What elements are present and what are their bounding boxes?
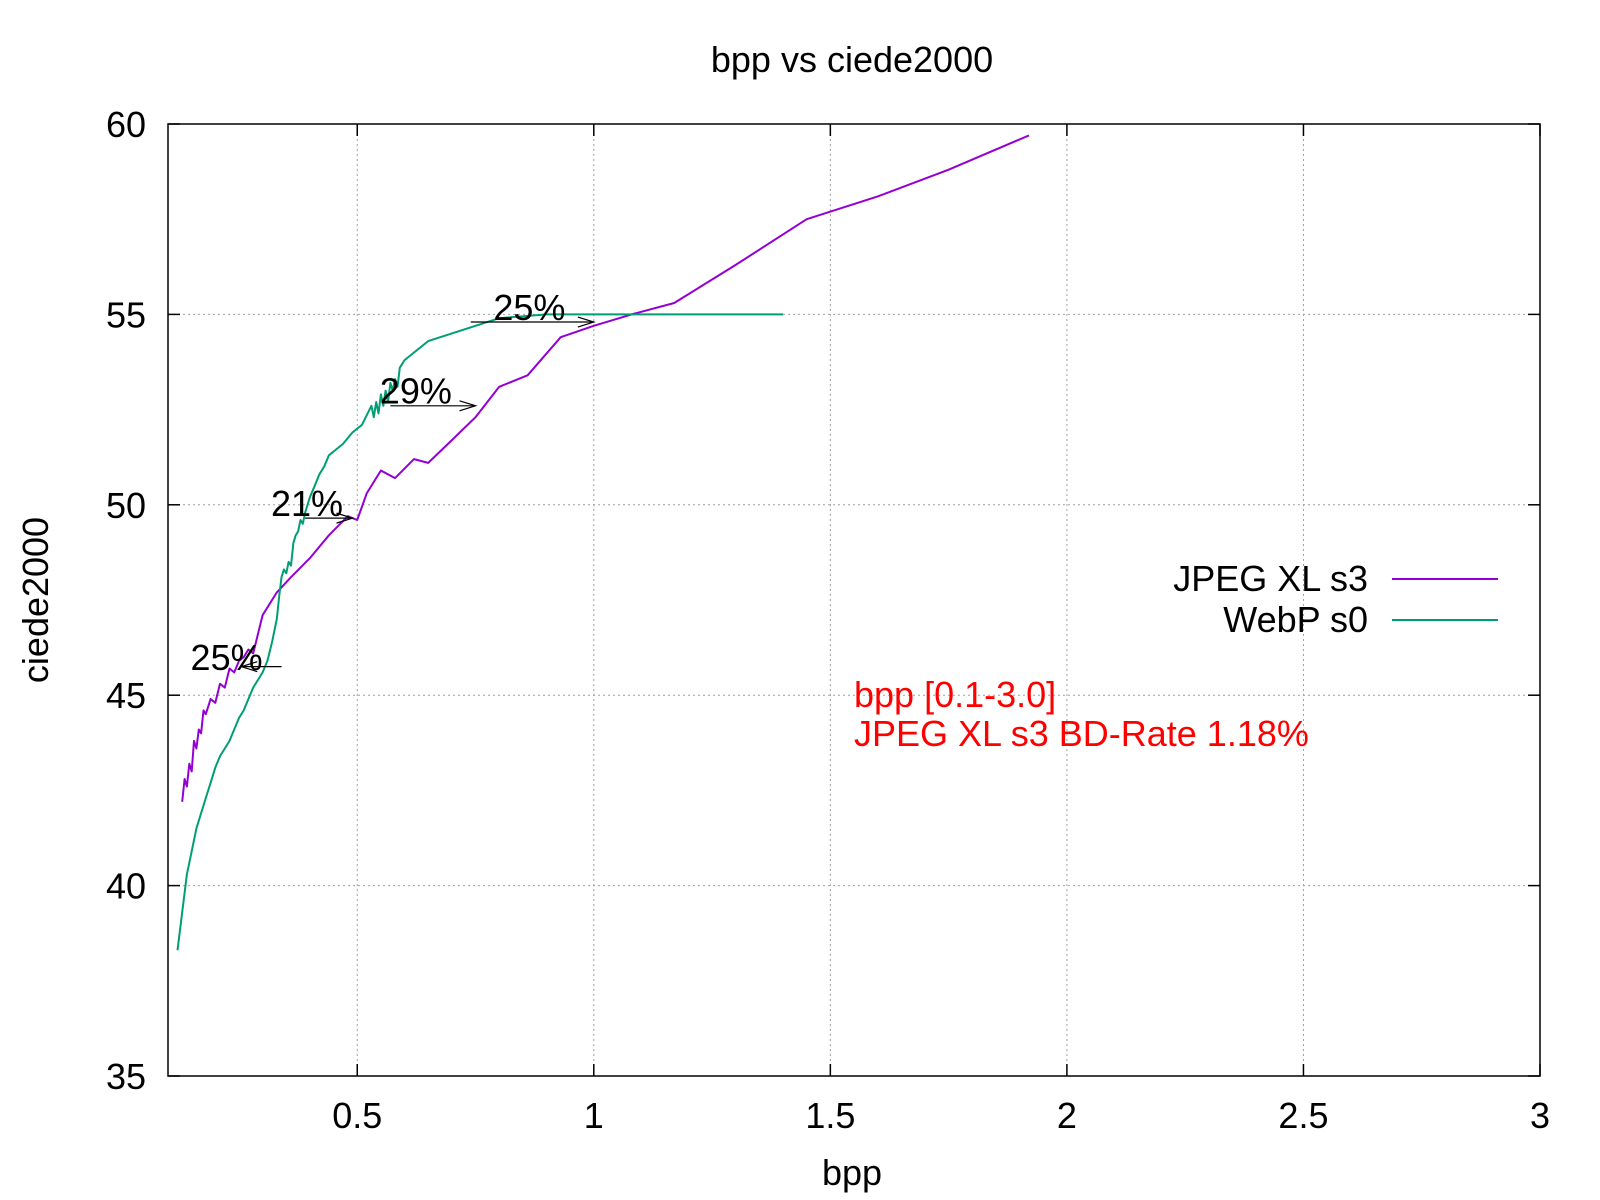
y-tick-labels: 35 40 45 50 55 60 xyxy=(106,104,146,1097)
y-tick-label: 35 xyxy=(106,1056,146,1097)
y-tick-label: 55 xyxy=(106,294,146,335)
annotation-arrowhead xyxy=(239,661,258,673)
x-axis-label: bpp xyxy=(822,1152,882,1193)
y-tick-label: 60 xyxy=(106,104,146,145)
annotation-label: 25% xyxy=(493,287,565,328)
series-line-webp-s0 xyxy=(176,313,783,951)
annotation-label: 21% xyxy=(271,483,343,524)
annotation-arrowhead xyxy=(336,512,355,524)
series-line-jpeg-xl-s3 xyxy=(181,134,1030,802)
legend-label: WebP s0 xyxy=(1223,599,1368,640)
x-tick-label: 0.5 xyxy=(332,1095,382,1136)
x-tick-label: 2 xyxy=(1057,1095,1077,1136)
series-layer xyxy=(176,134,1030,951)
y-axis-label: ciede2000 xyxy=(15,517,56,683)
x-tick-label: 1.5 xyxy=(805,1095,855,1136)
bd-rate-note: JPEG XL s3 BD-Rate 1.18% xyxy=(854,713,1309,754)
grid-lines xyxy=(168,124,1540,1076)
x-tick-label: 3 xyxy=(1530,1095,1550,1136)
y-tick-label: 45 xyxy=(106,675,146,716)
chart-title: bpp vs ciede2000 xyxy=(711,39,993,80)
annotation-arrowhead xyxy=(577,316,596,328)
x-tick-label: 1 xyxy=(584,1095,604,1136)
y-tick-label: 50 xyxy=(106,485,146,526)
annotation-layer: 25% 21% 29% 25% xyxy=(191,287,596,678)
plot-frame xyxy=(167,123,1541,1077)
x-tick-labels: 0.5 1 1.5 2 2.5 3 xyxy=(332,1095,1550,1136)
annotation-label: 25% xyxy=(191,637,263,678)
annotation-arrowhead xyxy=(459,400,478,412)
range-note: bpp [0.1-3.0] xyxy=(854,674,1056,715)
legend-label: JPEG XL s3 xyxy=(1173,558,1368,599)
y-tick-label: 40 xyxy=(106,866,146,907)
x-tick-label: 2.5 xyxy=(1278,1095,1328,1136)
annotation-label: 29% xyxy=(380,371,452,412)
